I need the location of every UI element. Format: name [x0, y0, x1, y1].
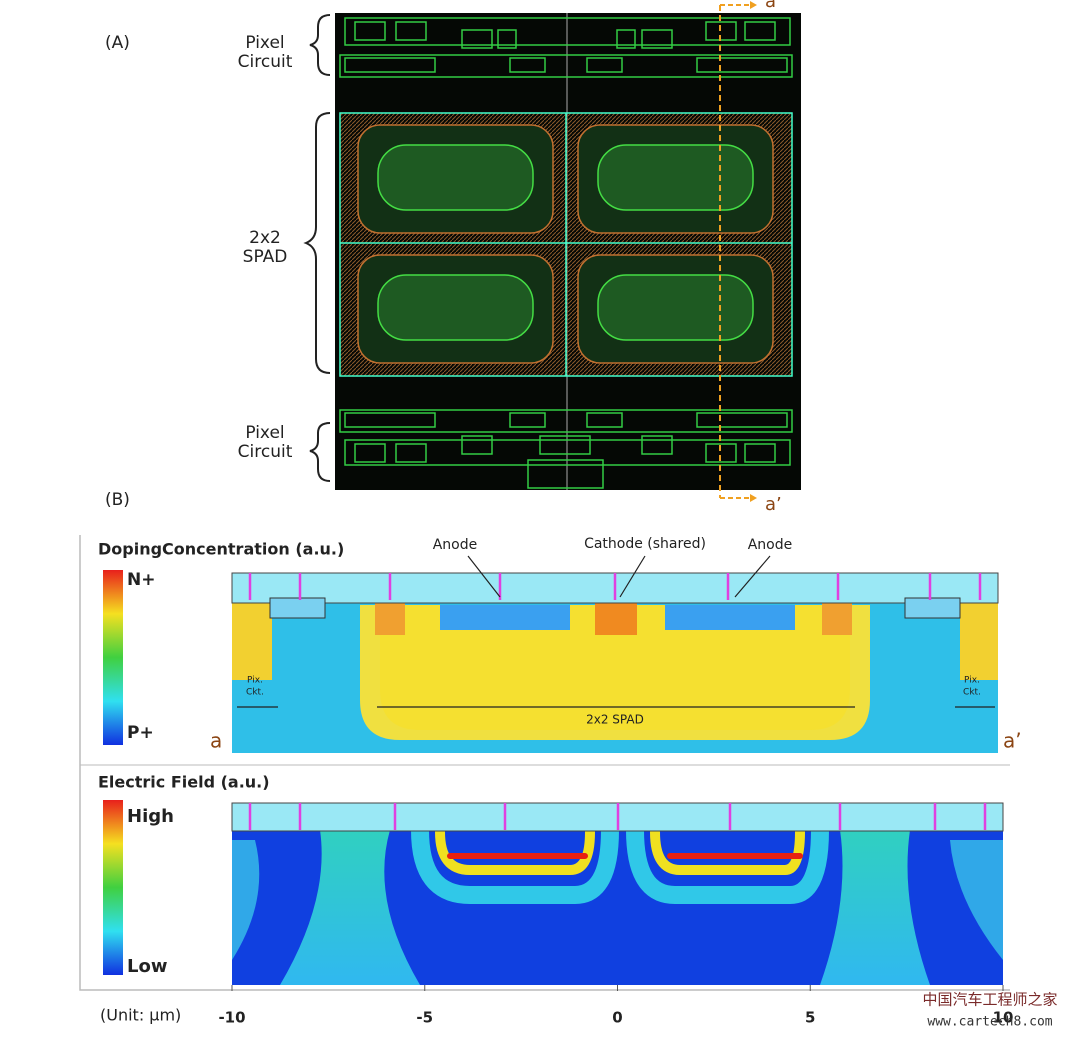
- frame: [79, 535, 1010, 991]
- label: Pixel: [245, 423, 284, 443]
- tick-label: -5: [416, 1009, 433, 1027]
- label: Circuit: [238, 52, 293, 72]
- scale-label: Low: [127, 956, 167, 977]
- cut-label: a’: [1003, 729, 1022, 753]
- tick-label: 5: [805, 1009, 815, 1027]
- label: Pixel: [245, 33, 284, 53]
- tick-label: -10: [218, 1009, 245, 1027]
- layout: [335, 1, 801, 502]
- tick-label: 10: [993, 1009, 1014, 1027]
- annotation: Anode: [748, 537, 793, 553]
- label: SPAD: [243, 247, 288, 267]
- cut-label: a: [765, 0, 776, 12]
- annotation: Cathode (shared): [584, 536, 706, 552]
- field-map: [231, 802, 1004, 985]
- color-bar: [103, 800, 123, 975]
- color-bar: [103, 570, 123, 745]
- scale-label: N+: [127, 570, 155, 590]
- scale-label: P+: [127, 723, 154, 743]
- watermark: www.cartech8.com: [927, 1015, 1052, 1030]
- annotation: 2x2 SPAD: [586, 713, 644, 727]
- panel-label: (B): [105, 490, 130, 510]
- braces: [303, 14, 331, 482]
- panel-label: (A): [105, 33, 130, 53]
- axis-ticks: -10 -5 0 5 10: [218, 985, 1013, 1027]
- plot-title: DopingConcentration (a.u.): [98, 540, 344, 559]
- tick-label: 0: [612, 1009, 622, 1027]
- watermark: 中国汽车工程师之家: [922, 991, 1057, 1009]
- annotation-arrows: [237, 555, 995, 708]
- annotation: Ckt.: [246, 688, 264, 698]
- label: 2x2: [249, 228, 281, 248]
- doping-map: [231, 572, 999, 753]
- annotation: Pix.: [964, 676, 980, 686]
- cut-label: a’: [765, 494, 782, 515]
- axis-label: (Unit: µm): [100, 1006, 181, 1025]
- annotation: Pix.: [247, 676, 263, 686]
- scale-label: High: [127, 806, 174, 827]
- annotation: Anode: [433, 537, 478, 553]
- annotation: Ckt.: [963, 688, 981, 698]
- plot-title: Electric Field (a.u.): [98, 773, 270, 792]
- cut-label: a: [210, 729, 222, 753]
- label: Circuit: [238, 442, 293, 462]
